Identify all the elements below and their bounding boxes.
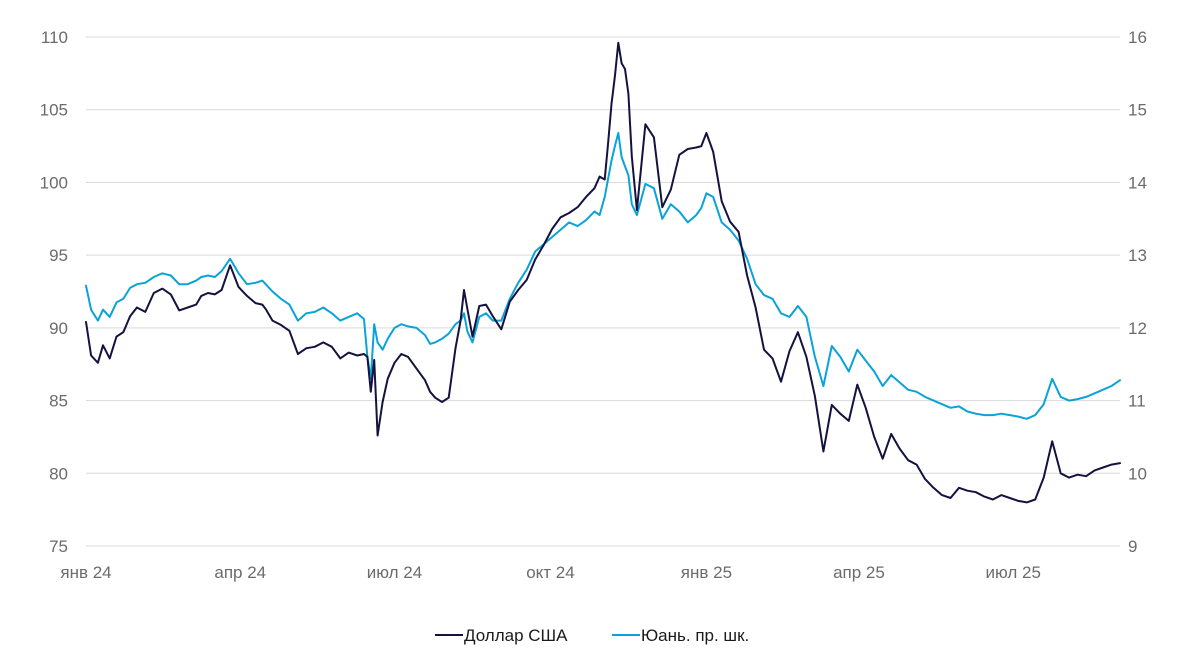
x-tick-label: июл 24 bbox=[367, 563, 422, 582]
x-tick-label: окт 24 bbox=[526, 563, 575, 582]
series-line-cny bbox=[85, 132, 1121, 420]
right-y-tick-label: 12 bbox=[1128, 319, 1147, 338]
right-axis-tick-labels: 9 10 11 12 13 14 15 16 bbox=[1128, 28, 1147, 556]
left-y-tick-label: 95 bbox=[49, 246, 68, 265]
series-lines bbox=[85, 41, 1121, 504]
left-y-tick-label: 80 bbox=[49, 464, 68, 483]
left-axis-tick-labels: 75 80 85 90 95 100 105 110 bbox=[40, 28, 68, 556]
right-y-tick-label: 11 bbox=[1128, 392, 1146, 411]
x-tick-label: апр 24 bbox=[214, 563, 266, 582]
x-tick-label: июл 25 bbox=[985, 563, 1040, 582]
x-tick-label: апр 25 bbox=[833, 563, 885, 582]
legend-item-cny: Юань. пр. шк. bbox=[612, 626, 749, 645]
left-y-tick-label: 75 bbox=[49, 537, 68, 556]
x-axis-tick-labels: янв 24 апр 24 июл 24 окт 24 янв 25 апр 25 июл … bbox=[60, 563, 1041, 582]
left-y-tick-label: 100 bbox=[40, 173, 68, 192]
right-y-tick-label: 14 bbox=[1128, 173, 1147, 192]
right-y-tick-label: 13 bbox=[1128, 246, 1147, 265]
series-line-usd bbox=[85, 41, 1121, 504]
right-y-tick-label: 9 bbox=[1128, 537, 1137, 556]
gridlines bbox=[86, 36, 1120, 547]
legend-item-usd: Доллар США bbox=[435, 626, 568, 645]
left-y-tick-label: 110 bbox=[41, 28, 68, 47]
x-tick-label: янв 24 bbox=[60, 563, 111, 582]
x-tick-label: янв 25 bbox=[681, 563, 732, 582]
left-y-tick-label: 85 bbox=[49, 392, 68, 411]
left-y-tick-label: 105 bbox=[40, 101, 68, 120]
left-y-tick-label: 90 bbox=[49, 319, 68, 338]
right-y-tick-label: 16 bbox=[1128, 28, 1147, 47]
right-y-tick-label: 10 bbox=[1128, 464, 1147, 483]
right-y-tick-label: 15 bbox=[1128, 101, 1147, 120]
legend: Доллар США Юань. пр. шк. bbox=[435, 626, 749, 645]
legend-label: Доллар США bbox=[464, 626, 568, 645]
legend-label: Юань. пр. шк. bbox=[641, 626, 749, 645]
